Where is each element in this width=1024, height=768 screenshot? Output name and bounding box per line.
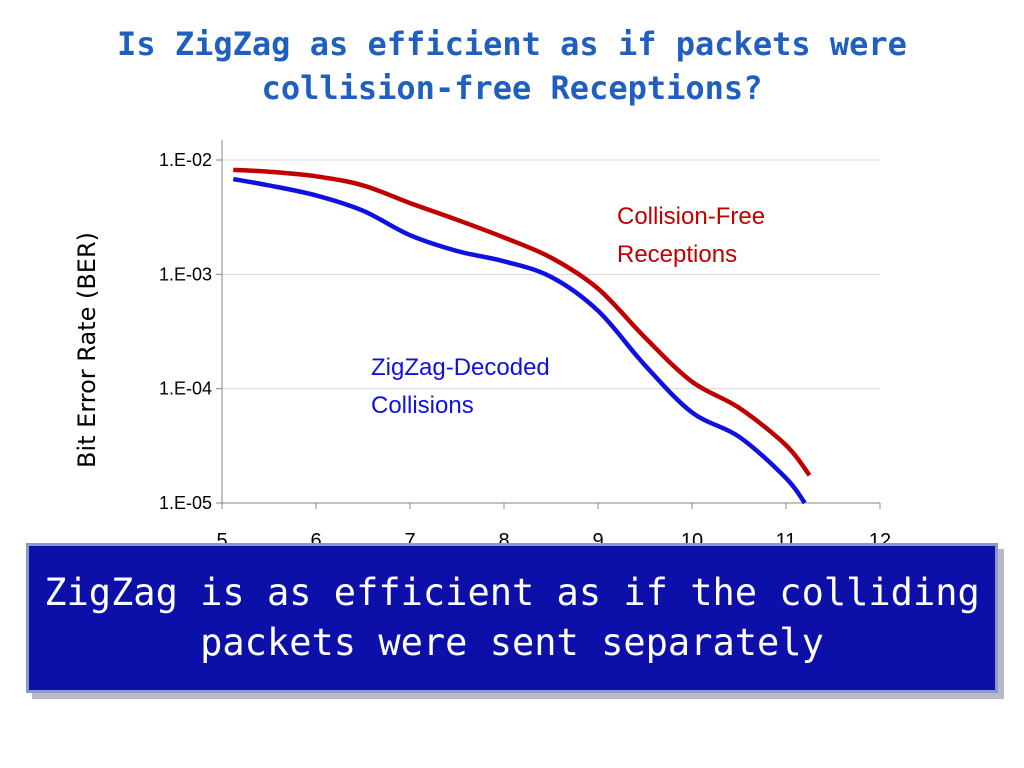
collision-free-label-line-1: Collision-Free [617,203,766,230]
axes: 1.E-021.E-031.E-041.E-055 6 7 8 9 10 11 12 [159,140,891,552]
zigzag-decoded-label: ZigZag-Decoded Collisions [371,349,550,425]
callout-line-2: packets were sent separately [200,621,824,664]
zigzag-decoded-label-line-1: ZigZag-Decoded [371,354,550,381]
x-tick-label: 7 [404,530,415,552]
series-line-zigzag-decoded [232,176,807,505]
conclusion-callout: ZigZag is as efficient as if the collidi… [26,543,998,693]
collision-free-label: Collision-Free Receptions [617,198,778,274]
y-tick-label: 1.E-03 [159,264,212,284]
slide-title: Is ZigZag as efficient as if packets wer… [40,22,984,110]
zigzag-decoded-label-line-2: Collisions [371,392,474,419]
series-line-collision-free [233,167,812,477]
title-line-1: Is ZigZag as efficient as if packets wer… [117,25,907,63]
x-tick-label: 8 [498,530,509,552]
y-tick-label: 1.E-04 [159,379,212,399]
title-line-2: collision-free Receptions? [261,69,763,107]
y-tick-label: 1.E-05 [159,493,212,513]
x-tick-label: 6 [310,530,321,552]
series-lines [232,167,812,505]
callout-line-1: ZigZag is as efficient as if the collidi… [44,571,980,614]
grid-lines [222,159,880,390]
x-tick-label: 5 [216,530,227,552]
collision-free-label-line-2: Receptions [617,241,738,268]
y-axis-label: Bit Error Rate (BER) [73,232,101,468]
y-tick-label: 1.E-02 [159,150,212,170]
x-tick-label: 9 [592,530,603,552]
